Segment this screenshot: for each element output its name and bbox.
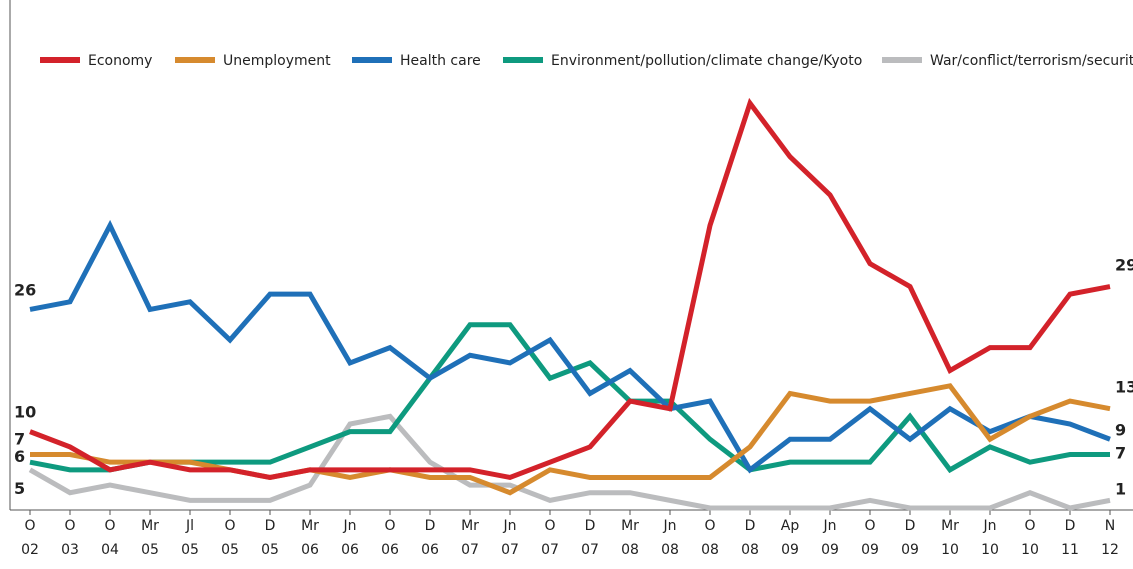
x-tick-label: O 08 xyxy=(701,518,719,558)
data-label: 1 xyxy=(1115,479,1126,498)
x-tick-label: Jn 10 xyxy=(981,518,999,558)
data-label: 29 xyxy=(1115,256,1133,275)
x-tick-label: D 11 xyxy=(1061,518,1079,558)
x-tick-label: O 09 xyxy=(861,518,879,558)
x-tick-label: O 02 xyxy=(21,518,39,558)
x-tick-label: O 06 xyxy=(381,518,399,558)
legend-label: Unemployment xyxy=(223,53,331,69)
x-tick-label: Mr 10 xyxy=(941,518,959,558)
data-label: 7 xyxy=(14,430,25,449)
x-tick-label: Mr 06 xyxy=(301,518,319,558)
series-line xyxy=(28,413,1111,511)
x-tick-label: Jn 08 xyxy=(661,518,679,558)
x-tick-label: D 06 xyxy=(421,518,439,558)
data-label: 13 xyxy=(1115,378,1133,397)
x-tick-label: O 03 xyxy=(61,518,79,558)
data-label: 7 xyxy=(1115,444,1126,463)
data-label: 6 xyxy=(14,447,25,466)
x-tick-label: Jl 05 xyxy=(181,518,199,558)
x-tick-label: Mr 08 xyxy=(621,518,639,558)
series-line xyxy=(29,322,1110,474)
x-tick-label: D 07 xyxy=(581,518,599,558)
x-tick-label: Jn 06 xyxy=(341,518,359,558)
x-tick-label: Jn 07 xyxy=(501,518,519,558)
x-tick-label: D 05 xyxy=(261,518,279,558)
x-tick-label: Jn 09 xyxy=(821,518,839,558)
x-tick-label: Ap 09 xyxy=(781,518,800,558)
legend-label: Environment/pollution/climate change/Kyo… xyxy=(551,53,862,69)
x-tick-label: Mr 05 xyxy=(141,518,159,558)
legend-label: Economy xyxy=(88,53,152,69)
legend-label: War/conflict/terrorism/security xyxy=(930,53,1133,69)
legend-label: Health care xyxy=(400,53,481,69)
series-line xyxy=(30,383,1111,496)
series-line xyxy=(29,97,1111,481)
data-label: 26 xyxy=(14,280,36,299)
x-tick-label: O 05 xyxy=(221,518,239,558)
data-label: 10 xyxy=(14,403,36,422)
x-tick-label: O 04 xyxy=(101,518,119,558)
x-tick-label: Mr 07 xyxy=(461,518,479,558)
data-label: 5 xyxy=(14,479,25,498)
x-tick-label: O 10 xyxy=(1021,518,1039,558)
x-tick-label: D 09 xyxy=(901,518,919,558)
x-tick-label: D 08 xyxy=(741,518,759,558)
data-label: 9 xyxy=(1115,420,1126,439)
series-line xyxy=(29,219,1111,474)
x-tick-label: O 07 xyxy=(541,518,559,558)
x-tick-label: N 12 xyxy=(1101,518,1119,558)
